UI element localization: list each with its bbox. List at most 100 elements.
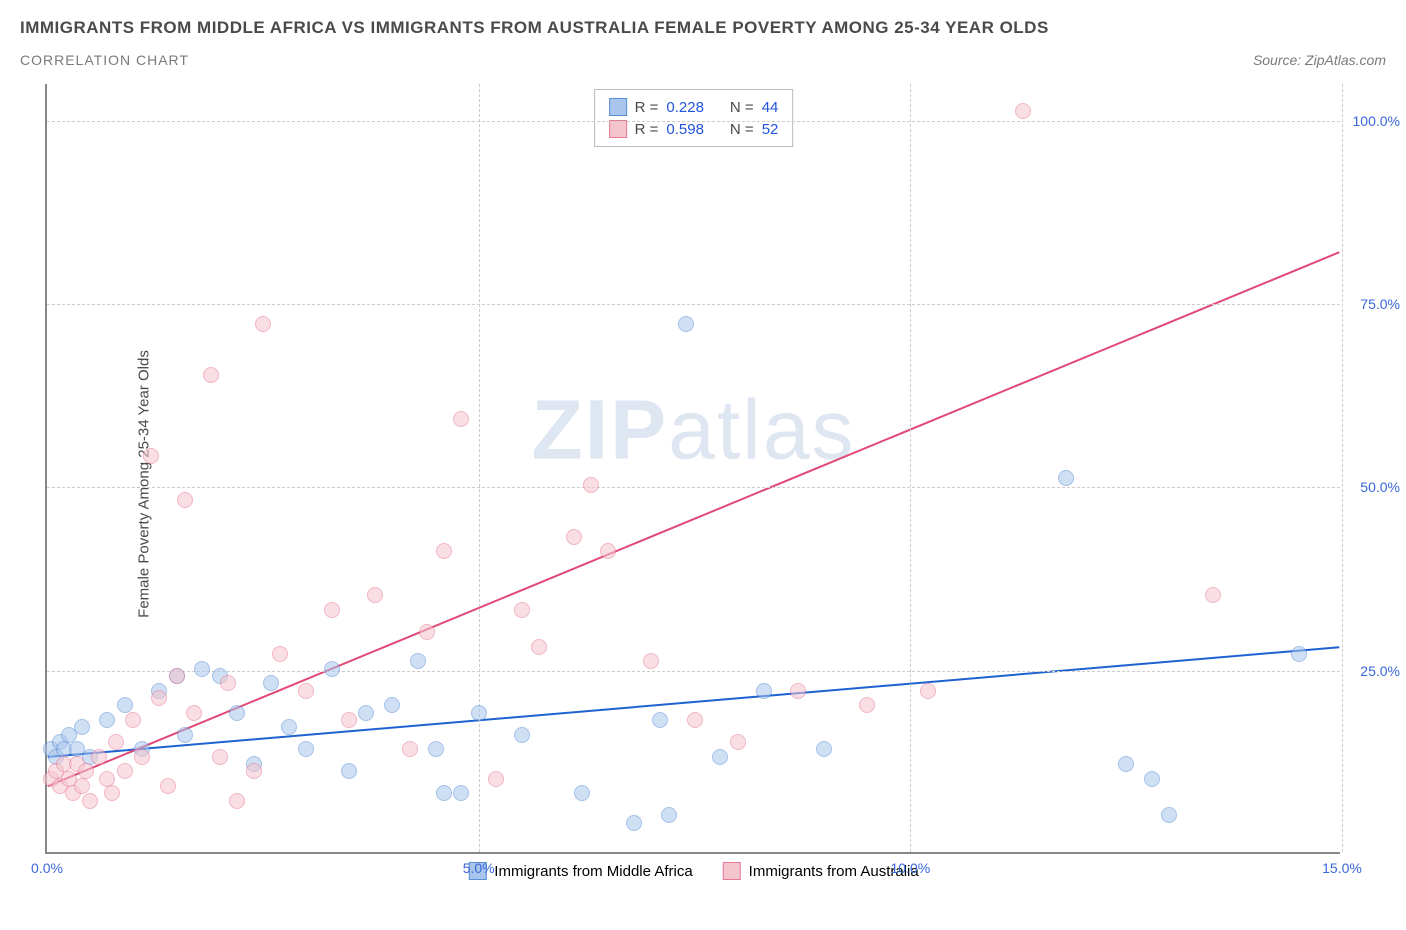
x-tick-label: 15.0% <box>1322 860 1362 876</box>
data-point <box>177 492 193 508</box>
data-point <box>169 668 185 684</box>
gridline-v <box>1342 84 1343 852</box>
data-point <box>384 697 400 713</box>
n-value: 44 <box>762 99 779 116</box>
source-attribution: Source: ZipAtlas.com <box>1253 52 1386 68</box>
data-point <box>514 602 530 618</box>
data-point <box>91 749 107 765</box>
legend-stat-row: R =0.228N =44 <box>609 96 779 118</box>
data-point <box>104 785 120 801</box>
r-label: R = <box>635 121 659 138</box>
data-point <box>1058 470 1074 486</box>
gridline-h <box>47 671 1340 672</box>
legend-series-item: Immigrants from Australia <box>723 862 919 880</box>
data-point <box>712 749 728 765</box>
data-point <box>341 763 357 779</box>
chart-area: Female Poverty Among 25-34 Year Olds ZIP… <box>0 74 1406 894</box>
data-point <box>678 316 694 332</box>
chart-title: IMMIGRANTS FROM MIDDLE AFRICA VS IMMIGRA… <box>20 18 1386 38</box>
data-point <box>583 477 599 493</box>
data-point <box>358 705 374 721</box>
trend-lines <box>47 84 1340 852</box>
data-point <box>212 749 228 765</box>
watermark: ZIPatlas <box>531 381 855 478</box>
legend-series-item: Immigrants from Middle Africa <box>468 862 692 880</box>
data-point <box>117 763 133 779</box>
data-point <box>74 778 90 794</box>
data-point <box>756 683 772 699</box>
data-point <box>82 793 98 809</box>
gridline-h <box>47 121 1340 122</box>
data-point <box>160 778 176 794</box>
data-point <box>229 793 245 809</box>
data-point <box>324 661 340 677</box>
data-point <box>298 741 314 757</box>
data-point <box>652 712 668 728</box>
n-value: 52 <box>762 121 779 138</box>
y-tick-label: 100.0% <box>1345 113 1400 129</box>
legend-swatch <box>723 862 741 880</box>
data-point <box>402 741 418 757</box>
data-point <box>859 697 875 713</box>
data-point <box>1118 756 1134 772</box>
data-point <box>453 411 469 427</box>
legend-swatch <box>609 98 627 116</box>
data-point <box>255 316 271 332</box>
correlation-legend: R =0.228N =44R =0.598N =52 <box>594 89 794 147</box>
chart-header: IMMIGRANTS FROM MIDDLE AFRICA VS IMMIGRA… <box>0 0 1406 68</box>
r-label: R = <box>635 99 659 116</box>
data-point <box>99 712 115 728</box>
n-label: N = <box>730 99 754 116</box>
r-value: 0.598 <box>666 121 704 138</box>
data-point <box>643 653 659 669</box>
data-point <box>134 749 150 765</box>
data-point <box>125 712 141 728</box>
data-point <box>177 727 193 743</box>
x-tick-label: 0.0% <box>31 860 63 876</box>
data-point <box>117 697 133 713</box>
subtitle-row: CORRELATION CHART Source: ZipAtlas.com <box>20 52 1386 68</box>
data-point <box>367 587 383 603</box>
series-legend: Immigrants from Middle Africa Immigrants … <box>468 862 918 880</box>
gridline-h <box>47 487 1340 488</box>
data-point <box>488 771 504 787</box>
y-tick-label: 75.0% <box>1345 296 1400 312</box>
data-point <box>1161 807 1177 823</box>
legend-series-label: Immigrants from Middle Africa <box>494 863 692 880</box>
gridline-h <box>47 304 1340 305</box>
y-tick-label: 25.0% <box>1345 663 1400 679</box>
data-point <box>626 815 642 831</box>
data-point <box>566 529 582 545</box>
data-point <box>419 624 435 640</box>
data-point <box>298 683 314 699</box>
data-point <box>78 763 94 779</box>
data-point <box>220 675 236 691</box>
data-point <box>471 705 487 721</box>
data-point <box>453 785 469 801</box>
data-point <box>1015 103 1031 119</box>
data-point <box>1144 771 1160 787</box>
x-tick-label: 5.0% <box>463 860 495 876</box>
data-point <box>920 683 936 699</box>
plot-area: ZIPatlas R =0.228N =44R =0.598N =52 Immi… <box>45 84 1340 854</box>
data-point <box>730 734 746 750</box>
data-point <box>99 771 115 787</box>
gridline-v <box>479 84 480 852</box>
data-point <box>600 543 616 559</box>
chart-subtitle: CORRELATION CHART <box>20 52 189 68</box>
data-point <box>687 712 703 728</box>
gridline-v <box>910 84 911 852</box>
data-point <box>324 602 340 618</box>
data-point <box>263 675 279 691</box>
data-point <box>341 712 357 728</box>
data-point <box>246 763 262 779</box>
data-point <box>790 683 806 699</box>
data-point <box>1291 646 1307 662</box>
data-point <box>410 653 426 669</box>
data-point <box>143 448 159 464</box>
data-point <box>203 367 219 383</box>
data-point <box>108 734 124 750</box>
data-point <box>436 785 452 801</box>
data-point <box>229 705 245 721</box>
data-point <box>436 543 452 559</box>
